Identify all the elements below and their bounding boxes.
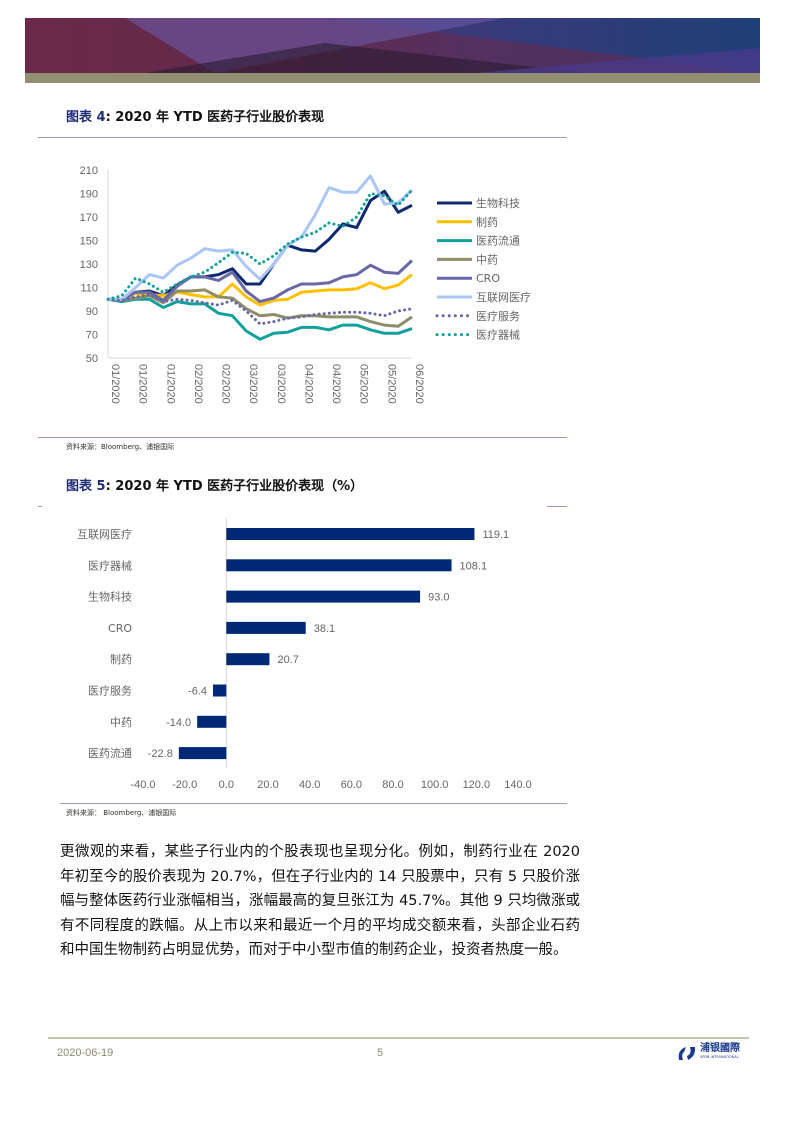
figure5-title: 图表 5: 2020 年 YTD 医药子行业股价表现（%） <box>66 475 363 494</box>
value-label: -6.4 <box>188 686 207 698</box>
x-tick-label: -20.0 <box>172 779 197 791</box>
x-tick-label: 100.0 <box>421 779 449 791</box>
bar-chart: 互联网医疗 119.1 医疗器械 108.1 生物科技 93.0 CRO 38.1 制药 20.7… <box>77 518 532 791</box>
legend-label: 生物科技 <box>476 196 520 210</box>
figure5-title-text: : 2020 年 YTD 医药子行业股价表现（%） <box>105 479 364 494</box>
line-chart: 50 70 90 110 130 150 170 190 210 01/2020 01/2020 01… <box>80 165 531 404</box>
body-paragraph: 更微观的来看，某些子行业内的个股表现也呈现分化。例如，制药行业在 2020 年初… <box>60 844 580 958</box>
footer-rule <box>48 1037 749 1039</box>
x-tick-label: 05/2020 <box>385 364 397 404</box>
x-tick-label: 60.0 <box>341 779 362 791</box>
x-tick-label: 01/2020 <box>164 364 176 404</box>
x-tick-label: -40.0 <box>130 779 155 791</box>
x-tick-label: 04/2020 <box>302 364 314 404</box>
bar <box>213 684 227 697</box>
value-label: 119.1 <box>482 529 509 541</box>
legend-label: 医疗器械 <box>476 328 520 342</box>
bar <box>226 621 306 634</box>
figure5-top-rule-right <box>547 506 567 507</box>
category-label: 医疗器械 <box>88 558 132 572</box>
logo-mark-icon <box>678 1047 696 1060</box>
figure5-source: 资料来源： Bloomberg、浦银国际 <box>66 809 177 817</box>
legend-label: 医疗服务 <box>476 309 520 323</box>
value-label: 20.7 <box>277 654 298 666</box>
category-label: 医疗服务 <box>88 684 132 698</box>
category-label: CRO <box>108 622 132 635</box>
category-label: 生物科技 <box>88 590 132 604</box>
series-line <box>107 297 413 341</box>
legend-label: 互联网医疗 <box>476 290 531 304</box>
x-tick-label: 20.0 <box>257 779 278 791</box>
bar <box>226 528 475 540</box>
x-tick-label: 0.0 <box>219 779 234 791</box>
x-tick-label: 120.0 <box>463 779 491 791</box>
x-tick-label: 06/2020 <box>413 364 425 404</box>
y-tick-label: 190 <box>80 189 98 201</box>
header-band <box>25 73 760 83</box>
figure4-source: 资料来源：Bloomberg、浦银国际 <box>66 443 175 451</box>
logo-text: 浦银國際 <box>700 1043 740 1054</box>
value-label: 93.0 <box>428 592 449 604</box>
legend-label: CRO <box>476 272 500 285</box>
y-tick-label: 50 <box>86 353 98 365</box>
x-tick-label: 02/2020 <box>192 364 204 404</box>
header-banner <box>25 18 760 73</box>
x-tick-label: 80.0 <box>382 779 403 791</box>
figure4-title-text: : 2020 年 YTD 医药子行业股价表现 <box>105 110 325 125</box>
y-tick-label: 150 <box>80 236 98 248</box>
bar <box>226 653 270 666</box>
figure5-bottom-rule <box>60 803 567 804</box>
series-line <box>107 259 414 304</box>
legend-label: 医药流通 <box>476 234 520 248</box>
legend-label: 制药 <box>476 216 498 229</box>
series-line <box>108 174 414 301</box>
legend-label: 中药 <box>476 253 498 266</box>
bar <box>226 559 452 572</box>
value-label: 108.1 <box>460 560 488 572</box>
x-tick-label: 04/2020 <box>330 364 342 404</box>
category-label: 制药 <box>110 653 132 666</box>
logo-subtext: SPDB INTERNATIONAL <box>700 1055 739 1059</box>
category-label: 互联网医疗 <box>77 527 132 541</box>
figure4-bottom-rule <box>38 437 567 438</box>
figure5-label: 图表 5 <box>66 479 106 494</box>
x-tick-label: 03/2020 <box>247 364 259 404</box>
page-number: 5 <box>377 1047 384 1059</box>
x-tick-label: 140.0 <box>504 779 532 791</box>
x-tick-label: 01/2020 <box>109 364 121 404</box>
company-logo: 浦银國際 SPDB INTERNATIONAL <box>676 1044 740 1062</box>
y-tick-label: 70 <box>86 330 98 342</box>
bar <box>226 590 421 603</box>
y-tick-label: 210 <box>80 165 98 177</box>
y-tick-label: 170 <box>80 212 98 224</box>
series-line <box>107 288 413 328</box>
value-label: -22.8 <box>148 748 173 760</box>
category-label: 医药流通 <box>88 746 132 760</box>
y-tick-label: 110 <box>80 283 98 295</box>
figure4-label: 图表 4 <box>66 110 106 125</box>
category-label: 中药 <box>110 716 132 729</box>
figure4-title: 图表 4: 2020 年 YTD 医药子行业股价表现 <box>66 106 324 125</box>
x-tick-label: 40.0 <box>299 779 320 791</box>
series-line <box>106 293 414 326</box>
bar <box>178 747 227 760</box>
value-label: -14.0 <box>166 717 191 729</box>
x-tick-label: 01/2020 <box>137 364 149 404</box>
figure4-top-rule <box>38 137 567 138</box>
y-tick-label: 90 <box>86 306 98 318</box>
series-line <box>106 188 414 301</box>
x-tick-label: 05/2020 <box>358 364 370 404</box>
footer-date: 2020-06-19 <box>57 1047 114 1059</box>
series-line <box>108 273 413 307</box>
x-tick-label: 02/2020 <box>220 364 232 404</box>
value-label: 38.1 <box>314 623 335 635</box>
bar <box>197 715 227 728</box>
figure5-top-rule-left <box>38 506 42 507</box>
y-tick-label: 130 <box>80 259 98 271</box>
x-tick-label: 03/2020 <box>275 364 287 404</box>
